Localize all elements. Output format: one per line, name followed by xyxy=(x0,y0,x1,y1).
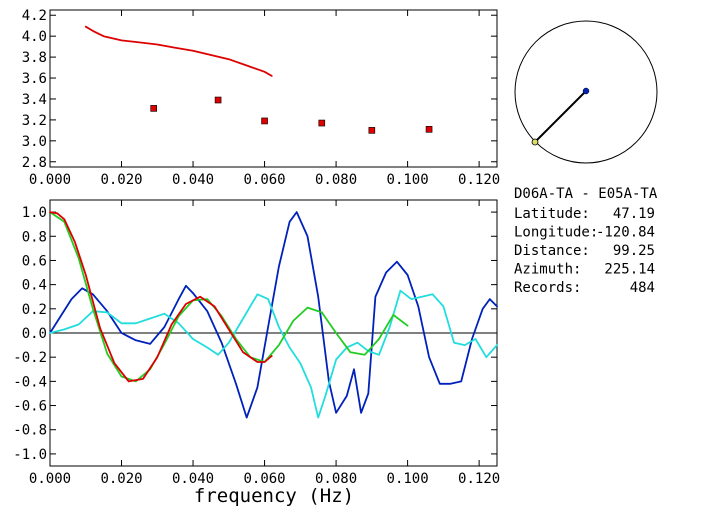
dispersion-x-tick-label: 0.000 xyxy=(29,172,71,188)
correlation-x-tick-label: 0.080 xyxy=(315,471,357,487)
dispersion-x-tick-label: 0.080 xyxy=(315,172,357,188)
correlation-x-tick-label: 0.020 xyxy=(100,471,142,487)
dispersion-point xyxy=(425,126,433,133)
correlation-y-tick-label: -0.8 xyxy=(13,423,47,439)
correlation-y-tick-label: -0.6 xyxy=(13,399,47,415)
dispersion-series-red xyxy=(84,25,273,77)
dispersion-y-tick-label: 3.0 xyxy=(22,134,47,150)
dispersion-point xyxy=(368,127,376,134)
station-info: D06A-TA - E05A-TA Latitude: 47.19 Longitud… xyxy=(514,186,658,296)
dispersion-y-tick-label: 3.6 xyxy=(22,71,47,87)
correlation-series-red xyxy=(49,211,273,383)
dispersion-y-tick-label: 3.2 xyxy=(22,113,47,129)
station-marker-center xyxy=(582,87,590,95)
dispersion-point xyxy=(214,96,222,104)
correlation-panel: 0.000 0.020 0.040 0.060 0.080 0.100 0.120 1.0 0.… xyxy=(13,199,500,507)
correlation-y-tick-label: 0.8 xyxy=(22,229,47,245)
station-pair: D06A-TA - E05A-TA xyxy=(514,186,658,202)
station-marker-remote xyxy=(531,138,539,146)
dispersion-x-tick-label: 0.060 xyxy=(243,172,285,188)
correlation-y-tick-label: 0.4 xyxy=(22,278,47,294)
correlation-series-cyan xyxy=(49,289,498,419)
info-label: Distance: xyxy=(514,243,590,259)
correlation-x-tick-label: 0.060 xyxy=(243,471,285,487)
info-label: Longitude: xyxy=(514,225,598,241)
x-axis-label: frequency (Hz) xyxy=(194,485,354,507)
correlation-y-tick-label: 1.0 xyxy=(22,205,47,221)
correlation-x-tick-label: 0.120 xyxy=(458,471,500,487)
dispersion-marks xyxy=(84,25,433,134)
correlation-y-tick-label: 0.2 xyxy=(22,302,47,318)
correlation-x-tick-label: 0.100 xyxy=(387,471,429,487)
correlation-y-tick-label: -0.2 xyxy=(13,350,47,366)
info-label: Azimuth: xyxy=(514,262,581,278)
dispersion-plot-frame xyxy=(49,9,498,168)
correlation-y-tick-label: 0.0 xyxy=(22,326,47,342)
dispersion-x-tick-label: 0.020 xyxy=(100,172,142,188)
info-label: Records: xyxy=(514,280,581,296)
correlation-marks xyxy=(49,211,498,419)
correlation-y-tick-label: -0.4 xyxy=(13,374,47,390)
dispersion-x-tick-label: 0.100 xyxy=(387,172,429,188)
correlation-y-tick-label: 0.6 xyxy=(22,253,47,269)
dispersion-point xyxy=(318,119,326,127)
dispersion-y-tick-label: 4.2 xyxy=(22,8,47,24)
dispersion-y-tick-label: 4.0 xyxy=(22,29,47,45)
info-value: 225.14 xyxy=(604,262,655,278)
correlation-x-tick-label: 0.040 xyxy=(172,471,214,487)
info-label: Latitude: xyxy=(514,206,590,222)
dispersion-x-tick-label: 0.120 xyxy=(458,172,500,188)
dispersion-x-tick-label: 0.040 xyxy=(172,172,214,188)
azimuth-path-line xyxy=(534,90,587,143)
dispersion-y-tick-label: 3.8 xyxy=(22,50,47,66)
dispersion-point xyxy=(150,105,158,112)
dispersion-panel: 0.000 0.020 0.040 0.060 0.080 0.100 0.120 2.8 3.… xyxy=(22,8,500,188)
dispersion-ticks: 0.000 0.020 0.040 0.060 0.080 0.100 0.120 2.8 3.… xyxy=(22,8,500,188)
correlation-y-tick-label: -1.0 xyxy=(13,447,47,463)
correlation-series-blue xyxy=(49,211,498,419)
info-value: -120.84 xyxy=(596,225,655,241)
dispersion-y-tick-label: 3.4 xyxy=(22,92,47,108)
dispersion-y-tick-label: 2.8 xyxy=(22,155,47,171)
info-value: 99.25 xyxy=(613,243,655,259)
info-value: 484 xyxy=(630,280,655,296)
correlation-series-green xyxy=(49,211,409,383)
info-value: 47.19 xyxy=(613,206,655,222)
azimuth-circle xyxy=(514,20,658,164)
correlation-x-tick-label: 0.000 xyxy=(29,471,71,487)
dispersion-point xyxy=(261,117,268,125)
correlation-ticks: 0.000 0.020 0.040 0.060 0.080 0.100 0.120 1.0 0.… xyxy=(13,200,500,487)
azimuth-inset xyxy=(514,20,658,164)
